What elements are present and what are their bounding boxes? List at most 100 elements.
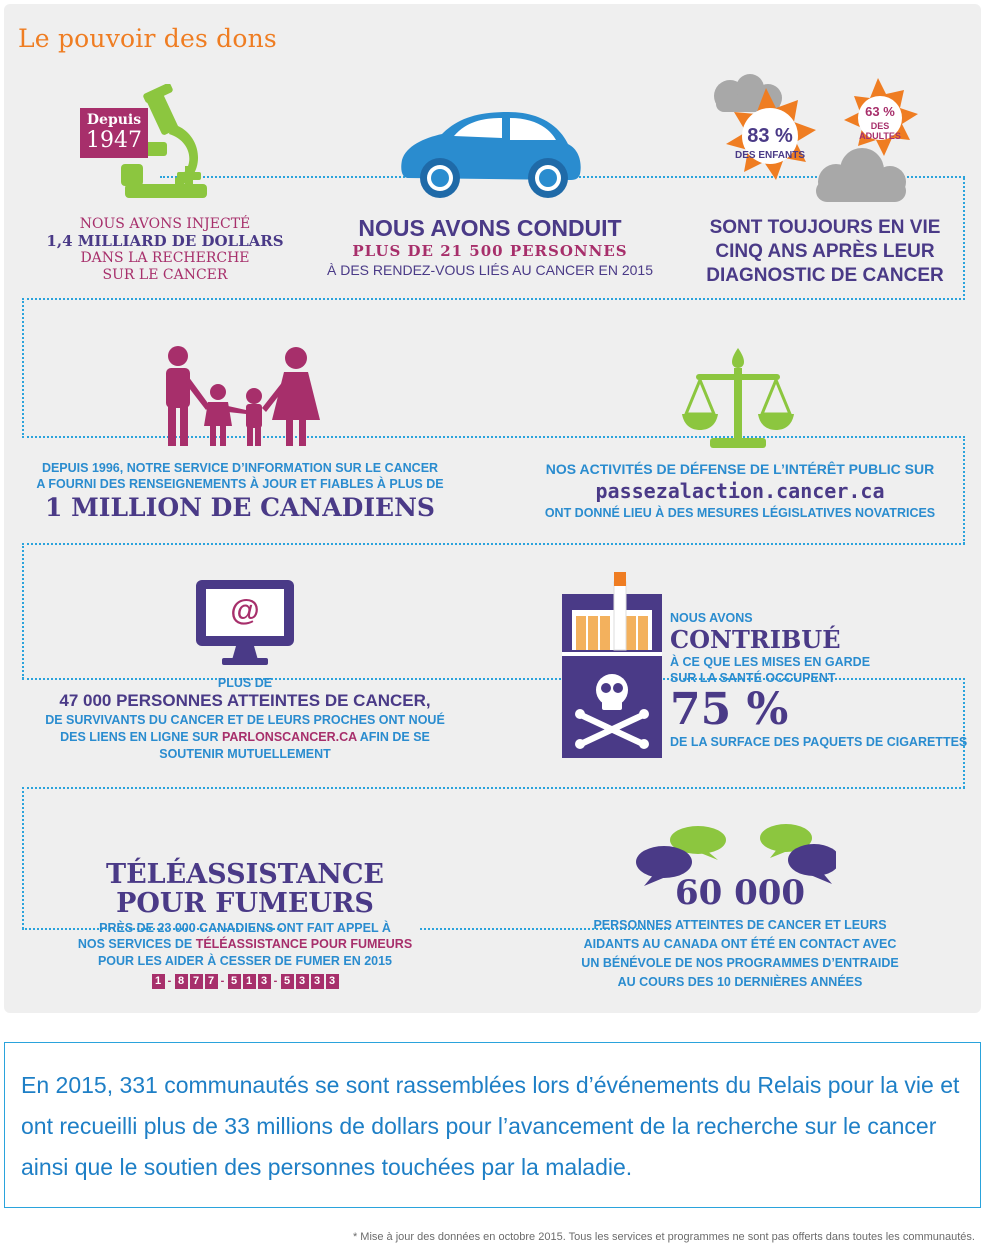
online-line: PLUS DE — [217, 676, 273, 690]
survival-line: DIAGNOSTIC DE CANCER — [706, 265, 944, 286]
badge-year: 1947 — [86, 128, 142, 153]
online-line: SOUTENIR MUTUELLEMENT — [159, 747, 331, 761]
helpline-phone[interactable]: 1 - 8 7 7 - 5 1 3 - 5 3 3 3 — [40, 974, 450, 989]
footnote: * Mise à jour des données en octobre 201… — [352, 1231, 975, 1243]
phone-digit: 5 — [227, 974, 241, 989]
phone-digit: 3 — [325, 974, 339, 989]
research-line: DANS LA RECHERCHE — [80, 250, 250, 266]
cigarette-pack-icon — [562, 572, 662, 758]
family-icon — [166, 346, 320, 446]
connector-line — [963, 178, 965, 300]
parlonscancer-link[interactable]: PARLONSCANCER.CA — [221, 730, 357, 744]
connector-line — [22, 298, 965, 300]
relay-summary-box: En 2015, 331 communautés se sont rassemb… — [4, 1042, 981, 1208]
at-icon: @ — [230, 594, 260, 627]
smokers-helpline: TÉLÉASSISTANCE POUR FUMEURS PRÈS DE 23 0… — [40, 860, 450, 989]
research-line: SUR LE CANCER — [102, 267, 228, 283]
helpline-heading: POUR FUMEURS — [116, 888, 374, 919]
volunteer-count: 60 000 — [674, 873, 806, 913]
connector-line — [22, 543, 24, 679]
connector-line — [963, 436, 965, 544]
advocacy-stat: NOS ACTIVITÉS DE DÉFENSE DE L’INTÉRÊT PU… — [520, 460, 960, 522]
volunteer-line: AU COURS DES 10 DERNIÈRES ANNÉES — [617, 975, 863, 989]
information-count: 1 MILLION DE CANADIENS — [45, 493, 435, 522]
online-line: DES LIENS EN LIGNE SUR PARLONSCANCER.CA … — [30, 729, 460, 746]
research-stat: NOUS AVONS INJECTÉ 1,4 MILLIARD DE DOLLA… — [30, 216, 300, 284]
helpline-heading: TÉLÉASSISTANCE — [105, 859, 385, 890]
badge-label: Depuis — [86, 112, 142, 128]
helpline-line: NOS SERVICES DE TÉLÉASSISTANCE POUR FUME… — [40, 936, 450, 952]
phone-digit: 7 — [189, 974, 203, 989]
phone-dash: - — [220, 975, 225, 987]
volunteer-line: UN BÉNÉVOLE DE NOS PROGRAMMES D’ENTRAIDE — [581, 956, 899, 970]
sun-cloud-icon — [714, 74, 918, 202]
warning-heading: CONTRIBUÉ — [670, 625, 841, 654]
connector-line — [22, 543, 965, 545]
warning-line: À CE QUE LES MISES EN GARDE — [670, 655, 871, 669]
warning-line: NOUS AVONS — [670, 611, 753, 625]
online-count: 47 000 PERSONNES ATTEINTES DE CANCER, — [59, 691, 431, 710]
connector-line — [22, 787, 965, 789]
connector-line — [22, 436, 965, 438]
scales-icon — [682, 348, 794, 448]
children-pct: 83 % — [747, 125, 793, 147]
adults-pct: 63 % — [865, 104, 895, 119]
phone-digit: 1 — [242, 974, 256, 989]
connector-line — [22, 678, 965, 680]
information-line: A FOURNI DES RENSEIGNEMENTS À JOUR ET FI… — [36, 477, 444, 491]
phone-digit: 3 — [310, 974, 324, 989]
warning-line: SUR LA SANTÉ OCCUPENT — [670, 671, 836, 685]
online-line: DE SURVIVANTS DU CANCER ET DE LEURS PROC… — [45, 713, 445, 727]
relay-summary-text: En 2015, 331 communautés se sont rassemb… — [21, 1072, 960, 1180]
information-line: DEPUIS 1996, NOTRE SERVICE D’INFORMATION… — [41, 461, 439, 475]
transport-detail: À DES RENDEZ-VOUS LIÉS AU CANCER EN 2015 — [327, 262, 653, 278]
warning-percent: 75 % — [670, 684, 789, 735]
phone-digit: 3 — [257, 974, 271, 989]
research-line: NOUS AVONS INJECTÉ — [79, 216, 251, 232]
volunteer-stat: 60 000 PERSONNES ATTEINTES DE CANCER ET … — [540, 870, 940, 992]
connector-line — [22, 298, 24, 438]
phone-dash: - — [167, 975, 172, 987]
microscope-icon — [121, 84, 207, 198]
connector-line — [963, 678, 965, 788]
online-text: DES LIENS EN LIGNE SUR — [60, 730, 219, 744]
helpline-line: PRÈS DE 23 000 CANADIENS ONT FAIT APPEL … — [99, 921, 391, 935]
information-stat: DEPUIS 1996, NOTRE SERVICE D’INFORMATION… — [30, 460, 450, 524]
volunteer-line: PERSONNES ATTEINTES DE CANCER ET LEURS — [593, 918, 887, 932]
phone-digit: 1 — [151, 974, 165, 989]
car-icon — [401, 112, 581, 198]
helpline-service: TÉLÉASSISTANCE POUR FUMEURS — [195, 937, 413, 951]
helpline-line: POUR LES AIDER À CESSER DE FUMER EN 2015 — [97, 954, 393, 968]
connector-line — [420, 928, 670, 930]
adults-label: ADULTES — [859, 131, 901, 141]
speech-bubbles-icon — [636, 824, 836, 886]
adults-label: DES — [870, 121, 890, 131]
survival-stat: SONT TOUJOURS EN VIE CINQ ANS APRÈS LEUR… — [690, 216, 960, 288]
online-text: AFIN DE SE — [359, 730, 430, 744]
transport-heading: NOUS AVONS CONDUIT — [358, 215, 622, 241]
warning-stat: NOUS AVONS CONTRIBUÉ À CE QUE LES MISES … — [670, 610, 970, 750]
volunteer-line: AIDANTS AU CANADA ONT ÉTÉ EN CONTACT AVE… — [583, 937, 897, 951]
phone-digit: 7 — [204, 974, 218, 989]
phone-digit: 5 — [280, 974, 294, 989]
transport-stat: NOUS AVONS CONDUIT PLUS DE 21 500 PERSON… — [310, 215, 670, 280]
advocacy-link[interactable]: passezalaction.cancer.ca — [595, 479, 885, 503]
transport-count: PLUS DE 21 500 PERSONNES — [352, 242, 628, 260]
advocacy-line: ONT DONNÉ LIEU À DES MESURES LÉGISLATIVE… — [544, 506, 936, 520]
advocacy-line: NOS ACTIVITÉS DE DÉFENSE DE L’INTÉRÊT PU… — [545, 461, 935, 477]
survival-line: CINQ ANS APRÈS LEUR — [715, 241, 935, 262]
helpline-text: NOS SERVICES DE — [77, 937, 193, 951]
phone-digit: 8 — [174, 974, 188, 989]
connector-line — [22, 928, 282, 930]
online-stat: PLUS DE 47 000 PERSONNES ATTEINTES DE CA… — [30, 676, 460, 763]
monitor-at-icon — [196, 580, 294, 665]
phone-digit: 3 — [295, 974, 309, 989]
survival-line: SONT TOUJOURS EN VIE — [709, 217, 941, 238]
connector-line — [22, 787, 24, 929]
page-title: Le pouvoir des dons — [18, 24, 277, 53]
warning-line: DE LA SURFACE DES PAQUETS DE CIGARETTES — [670, 735, 968, 749]
children-label: DES ENFANTS — [734, 150, 805, 161]
phone-dash: - — [273, 975, 278, 987]
research-amount: 1,4 MILLIARD DE DOLLARS — [46, 232, 284, 250]
year-badge: Depuis 1947 — [80, 108, 148, 158]
